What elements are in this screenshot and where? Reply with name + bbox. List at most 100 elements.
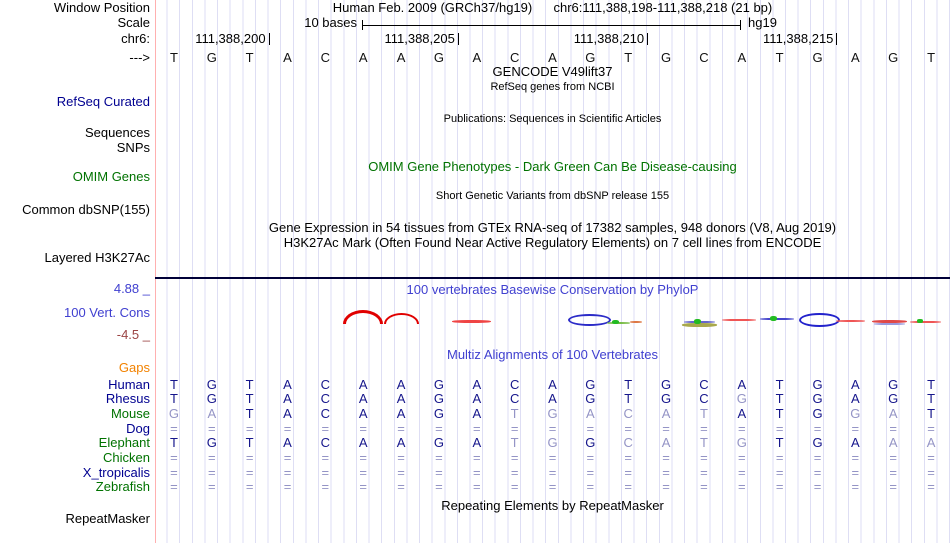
alignment-cell: T: [927, 391, 936, 407]
reference-base: A: [472, 50, 482, 65]
repeatmasker-label[interactable]: RepeatMasker: [65, 511, 150, 526]
alignment-cell: G: [547, 435, 558, 451]
alignment-cell: T: [169, 391, 178, 407]
alignment-cell: =: [435, 420, 443, 436]
alignment-cell: A: [888, 405, 898, 421]
alignment-cell: =: [245, 479, 254, 495]
omim-track-title[interactable]: OMIM Gene Phenotypes - Dark Green Can Be…: [368, 159, 737, 174]
alignment-cell: =: [927, 479, 935, 495]
omim-genes-label[interactable]: OMIM Genes: [72, 169, 150, 184]
alignment-cell: A: [586, 405, 595, 421]
alignment-cell: A: [358, 405, 368, 421]
scale-bar-label: 10 bases: [304, 15, 357, 30]
alignment-cell: =: [624, 420, 632, 436]
alignment-cell: =: [775, 479, 784, 495]
alignment-cell: =: [700, 464, 708, 480]
alignment-cell: =: [321, 464, 330, 480]
ruler-number: 111,388,210: [573, 31, 645, 46]
alignment-cell: T: [699, 435, 708, 451]
dbsnp-track-title[interactable]: Short Genetic Variants from dbSNP releas…: [435, 190, 670, 202]
reference-base: A: [358, 50, 368, 65]
alignment-cell: =: [624, 450, 632, 465]
alignment-cell: G: [585, 376, 596, 392]
conservation-glyph: [872, 320, 907, 323]
reference-base: A: [548, 50, 557, 65]
alignment-cell: =: [510, 479, 519, 495]
refseq-curated-label[interactable]: RefSeq Curated: [56, 94, 150, 109]
conservation-glyph: [682, 323, 717, 327]
conservation-max-value: 4.88 _: [113, 281, 150, 296]
h3k27ac-track-title[interactable]: H3K27Ac Mark (Often Found Near Active Re…: [283, 235, 822, 250]
refseq-track-title[interactable]: RefSeq genes from NCBI: [490, 81, 615, 93]
alignment-cell: =: [889, 464, 897, 480]
alignment-cell: G: [888, 376, 899, 392]
position-range: chr6:111,388,198-111,388,218 (21 bp): [553, 0, 773, 15]
alignment-cell: =: [813, 479, 822, 495]
gaps-label[interactable]: Gaps: [118, 360, 150, 375]
alignment-cell: =: [283, 479, 292, 495]
publications-track-title[interactable]: Publications: Sequences in Scientific Ar…: [443, 113, 662, 125]
alignment-cell: G: [168, 405, 179, 421]
species-label[interactable]: X_tropicalis: [82, 464, 150, 480]
alignment-cell: =: [737, 464, 746, 480]
gencode-track-title[interactable]: GENCODE V49lift37: [492, 64, 613, 79]
h3k27ac-label[interactable]: Layered H3K27Ac: [44, 250, 150, 265]
alignment-cell: =: [245, 420, 254, 436]
alignment-cell: A: [851, 376, 860, 392]
ruler-tick: [268, 33, 270, 45]
alignment-cell: G: [206, 435, 217, 451]
alignment-cell: G: [206, 391, 217, 407]
conservation-track-border: [155, 277, 950, 279]
alignment-cell: G: [433, 376, 444, 392]
alignment-cell: A: [851, 391, 860, 407]
alignment-cell: =: [586, 450, 595, 465]
alignment-cell: =: [775, 450, 784, 465]
species-label[interactable]: Chicken: [103, 450, 150, 465]
snps-label[interactable]: SNPs: [116, 140, 150, 155]
alignment-cell: =: [889, 479, 897, 495]
reference-base: G: [812, 50, 823, 65]
alignment-cell: =: [851, 479, 860, 495]
conservation-glyph: [630, 321, 642, 323]
species-label[interactable]: Human: [108, 376, 150, 392]
alignment-cell: =: [359, 450, 367, 465]
alignment-cell: =: [472, 464, 481, 480]
alignment-cell: C: [623, 405, 633, 421]
reference-base: G: [661, 50, 672, 65]
conservation-glyph: [722, 319, 756, 321]
species-label[interactable]: Dog: [126, 420, 150, 436]
alignment-cell: A: [661, 405, 671, 421]
alignment-cell: T: [775, 435, 784, 451]
alignment-cell: =: [586, 420, 595, 436]
alignment-cell: =: [813, 464, 822, 480]
alignment-cell: A: [358, 376, 368, 392]
strand-arrow[interactable]: --->: [129, 50, 150, 65]
alignment-cell: G: [206, 376, 217, 392]
alignment-cell: A: [358, 435, 368, 451]
alignment-cell: C: [699, 376, 709, 392]
multiz-track-title[interactable]: Multiz Alignments of 100 Vertebrates: [446, 347, 658, 362]
alignment-cell: A: [358, 391, 368, 407]
alignment-cell: A: [548, 391, 557, 407]
gtex-track-title[interactable]: Gene Expression in 54 tissues from GTEx …: [268, 220, 837, 235]
conservation-track-title[interactable]: 100 vertebrates Basewise Conservation by…: [406, 282, 699, 297]
alignment-cell: T: [245, 376, 254, 392]
alignment-cell: A: [396, 376, 406, 392]
conservation-label[interactable]: 100 Vert. Cons: [64, 305, 150, 320]
species-label[interactable]: Zebrafish: [95, 479, 150, 495]
conservation-glyph: [612, 320, 619, 324]
species-label[interactable]: Rhesus: [105, 391, 150, 407]
conservation-glyph: [694, 319, 701, 324]
alignment-cell: =: [245, 464, 254, 480]
repeatmasker-track-title[interactable]: Repeating Elements by RepeatMasker: [441, 498, 664, 513]
alignment-cell: A: [851, 435, 860, 451]
alignment-cell: A: [283, 391, 292, 407]
species-label[interactable]: Elephant: [98, 435, 150, 451]
sequences-label[interactable]: Sequences: [84, 125, 150, 140]
alignment-cell: =: [662, 464, 670, 480]
alignment-cell: G: [585, 435, 596, 451]
species-label[interactable]: Mouse: [110, 405, 150, 421]
alignment-cell: G: [812, 405, 823, 421]
alignment-cell: G: [585, 391, 596, 407]
dbsnp-label[interactable]: Common dbSNP(155): [22, 202, 150, 217]
